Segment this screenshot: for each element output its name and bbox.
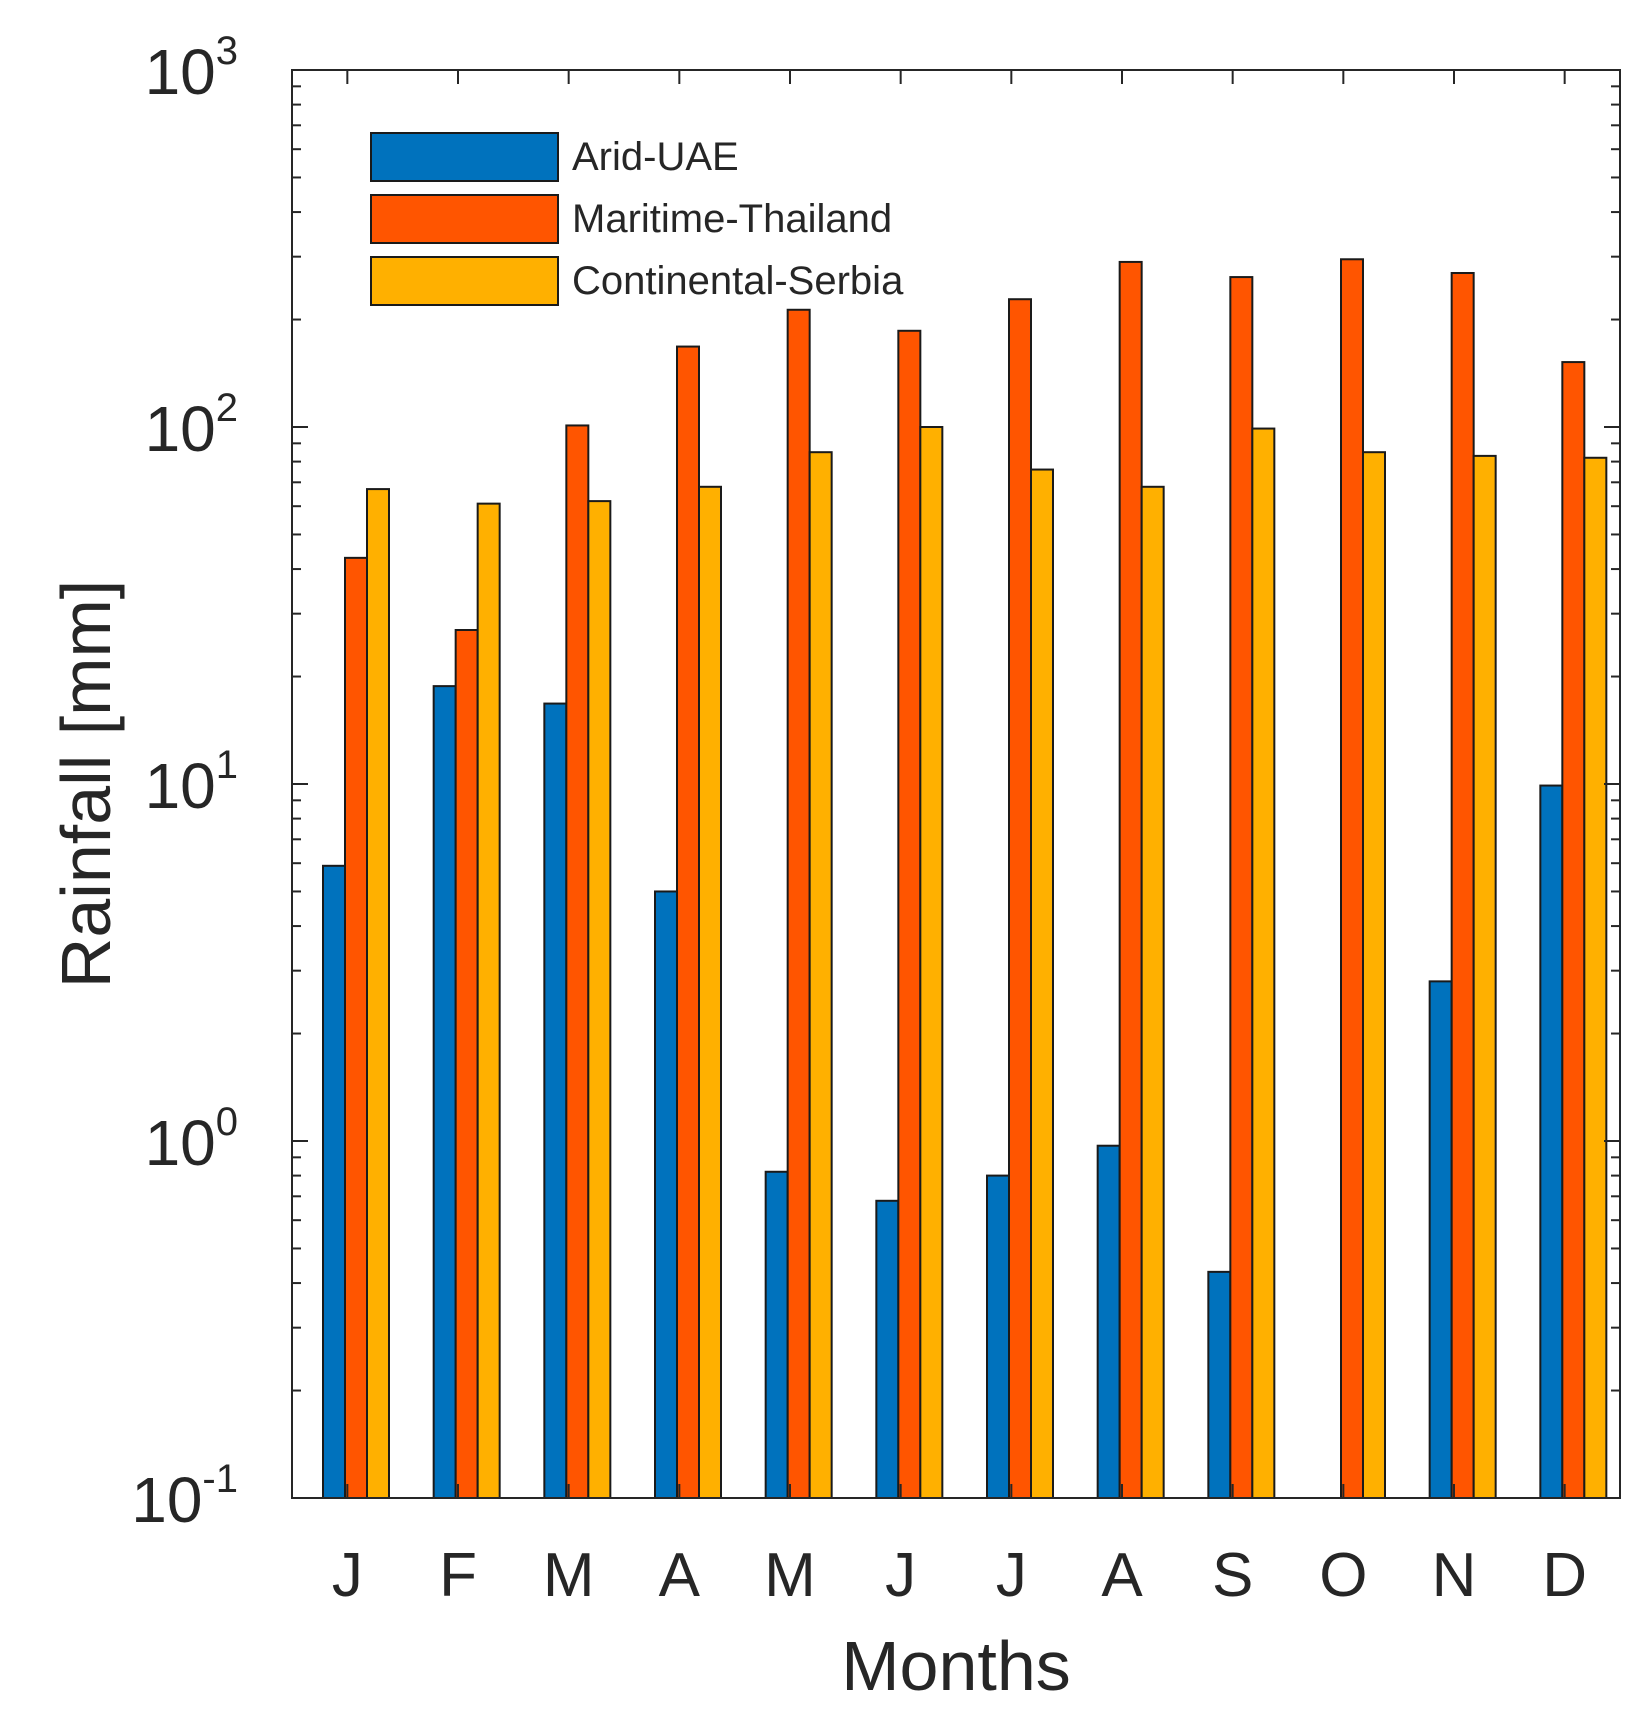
bar-continental-serbia-8 [1140, 485, 1165, 1499]
x-tick-label: A [659, 1541, 701, 1610]
legend-label: Maritime-Thailand [572, 197, 892, 241]
bar-maritime-thailand-2 [454, 629, 479, 1499]
bar-maritime-thailand-11 [1450, 272, 1475, 1499]
bar-maritime-thailand-10 [1340, 258, 1364, 1499]
bar-maritime-thailand-5 [786, 308, 811, 1500]
bar-maritime-thailand-8 [1118, 260, 1143, 1499]
legend-swatch-arid-uae [370, 132, 559, 182]
bar-continental-serbia-7 [1030, 468, 1054, 1499]
y-axis-title: Rainfall [mm] [47, 580, 125, 988]
bar-maritime-thailand-7 [1008, 298, 1032, 1499]
bar-maritime-thailand-6 [897, 329, 922, 1499]
y-tick-label: 103 [145, 29, 238, 108]
x-tick-label: J [885, 1541, 916, 1610]
bar-arid-uae-11 [1428, 980, 1453, 1499]
bar-continental-serbia-12 [1583, 456, 1608, 1500]
bar-continental-serbia-9 [1251, 427, 1276, 1499]
bar-arid-uae-1 [322, 864, 346, 1499]
bar-continental-serbia-10 [1362, 451, 1386, 1500]
x-tick-label: N [1432, 1541, 1477, 1610]
x-tick-label: D [1542, 1541, 1587, 1610]
bar-continental-serbia-4 [698, 485, 722, 1499]
bar-continental-serbia-3 [587, 500, 612, 1500]
bar-maritime-thailand-12 [1561, 361, 1586, 1500]
bar-maritime-thailand-3 [565, 424, 590, 1499]
bar-continental-serbia-6 [919, 426, 944, 1499]
bar-arid-uae-2 [432, 685, 457, 1499]
y-tick-label: 102 [145, 386, 238, 465]
legend-label: Arid-UAE [572, 135, 739, 179]
bar-arid-uae-9 [1207, 1270, 1232, 1500]
bar-continental-serbia-11 [1472, 454, 1497, 1499]
x-tick-label: O [1319, 1541, 1367, 1610]
y-tick-label: 100 [145, 1100, 238, 1179]
legend-label: Continental-Serbia [572, 259, 904, 303]
bar-maritime-thailand-1 [344, 556, 368, 1499]
y-tick-label: 10-1 [131, 1457, 238, 1536]
bar-continental-serbia-2 [476, 502, 501, 1499]
x-axis-title: Months [841, 1627, 1071, 1705]
legend-swatch-continental-serbia [370, 256, 559, 306]
y-tick-labels: 10-1 100 101 102 103 [131, 29, 238, 1536]
bar-continental-serbia-5 [808, 451, 833, 1500]
bar-arid-uae-12 [1539, 784, 1564, 1499]
bar-arid-uae-8 [1096, 1144, 1121, 1500]
bar-arid-uae-7 [986, 1174, 1010, 1500]
bar-maritime-thailand-9 [1229, 276, 1254, 1499]
x-tick-label: M [543, 1541, 595, 1610]
legend: Arid-UAE Maritime-Thailand Continental-Ser… [370, 132, 904, 306]
bar-arid-uae-5 [764, 1170, 789, 1499]
x-tick-label: A [1101, 1541, 1143, 1610]
x-tick-label: J [332, 1541, 363, 1610]
bar-continental-serbia-1 [366, 488, 390, 1499]
x-tick-label: S [1212, 1541, 1253, 1610]
y-tick-label: 101 [145, 743, 238, 822]
bar-arid-uae-4 [654, 890, 678, 1499]
bar-maritime-thailand-4 [676, 345, 700, 1499]
legend-swatch-maritime-thailand [370, 194, 559, 244]
x-tick-label: J [996, 1541, 1027, 1610]
y-ticks [292, 70, 1620, 1499]
bar-arid-uae-3 [543, 702, 568, 1499]
bar-arid-uae-6 [875, 1199, 900, 1499]
x-tick-label: F [439, 1541, 477, 1610]
bars-layer [322, 258, 1608, 1500]
x-tick-label: M [764, 1541, 816, 1610]
